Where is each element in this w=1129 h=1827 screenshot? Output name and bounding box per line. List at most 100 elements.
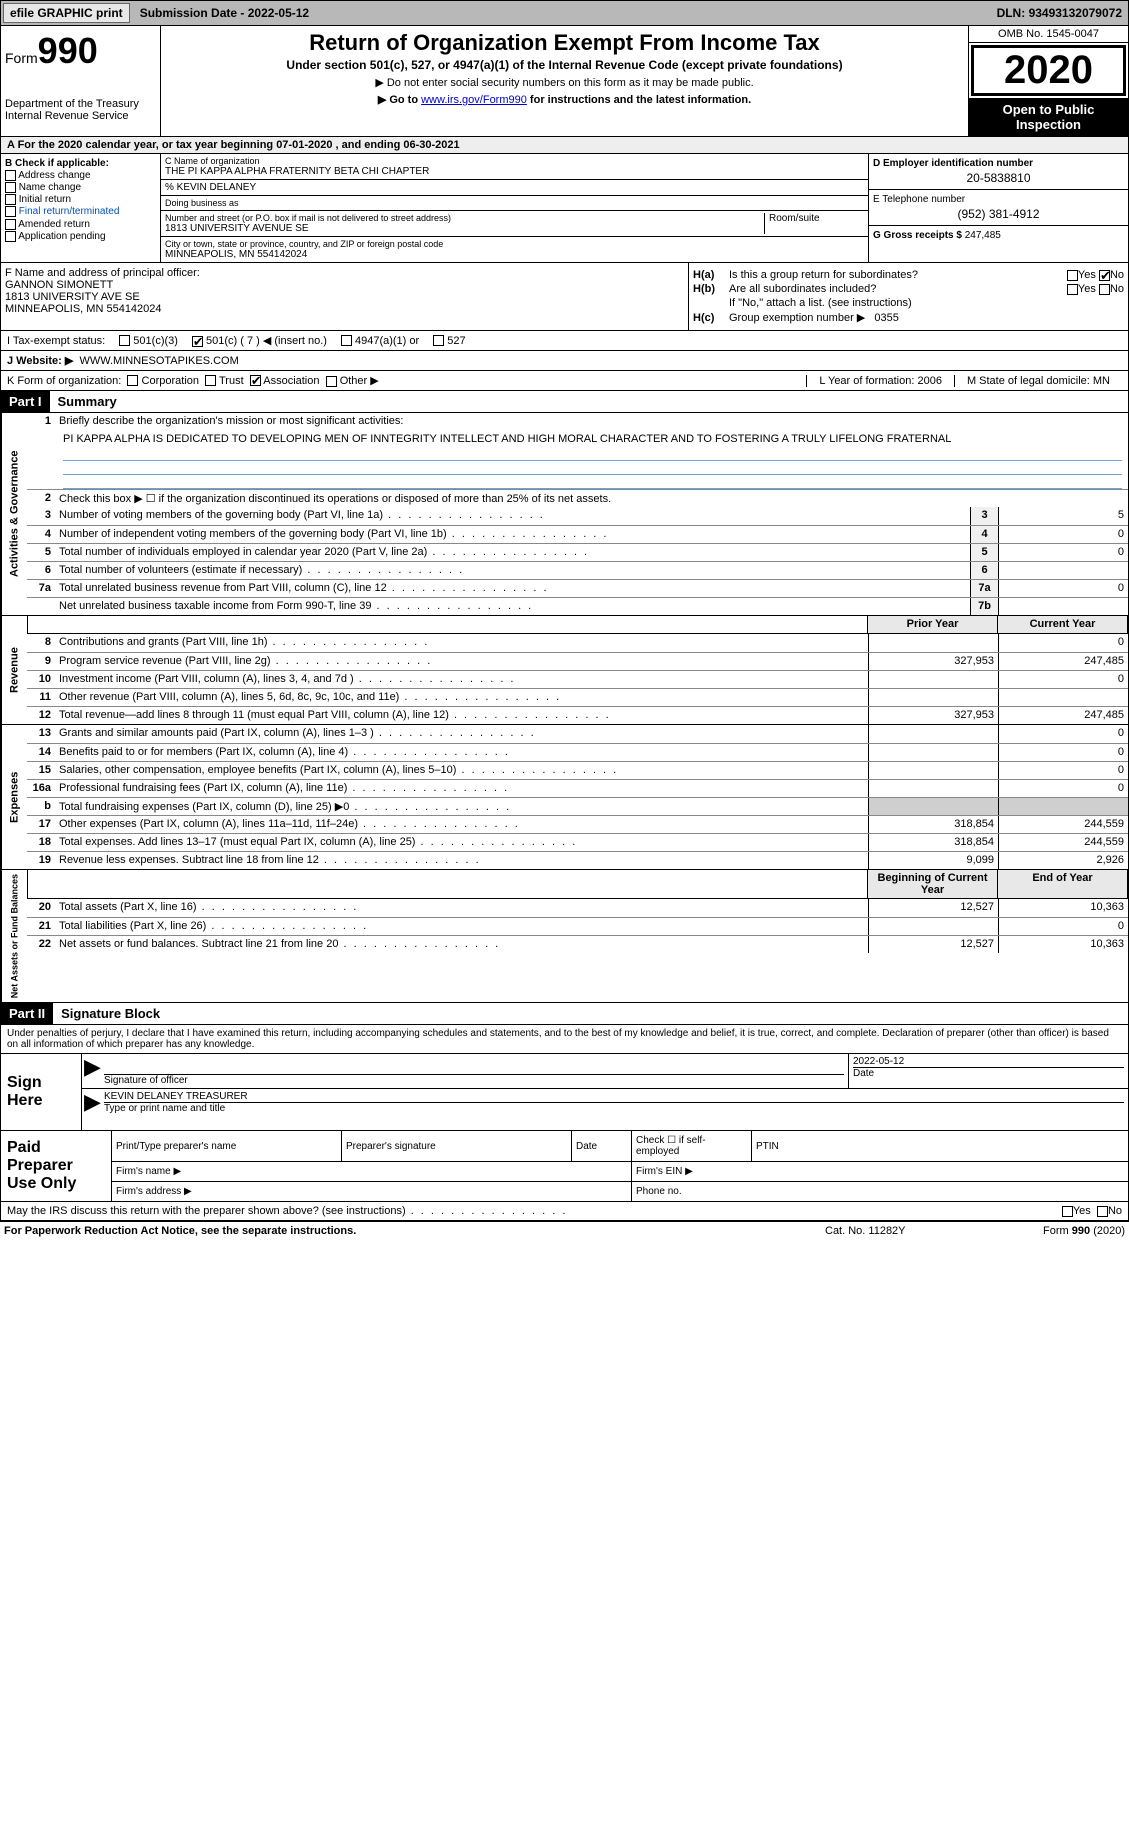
page-footer: For Paperwork Reduction Act Notice, see … [0,1221,1129,1240]
dln-value: 93493132079072 [1029,6,1122,20]
row-j: J Website: ▶ WWW.MINNESOTAPIKES.COM [0,351,1129,371]
summary-line: 20Total assets (Part X, line 16)12,52710… [27,899,1128,917]
paid-preparer-block: Paid Preparer Use Only Print/Type prepar… [0,1131,1129,1202]
preparer-name-label: Print/Type preparer's name [112,1131,342,1162]
chk-address-change[interactable]: Address change [5,170,156,181]
summary-line: 21Total liabilities (Part X, line 26)0 [27,917,1128,935]
mission-line [63,461,1122,475]
opt-corp[interactable]: Corporation [142,375,199,387]
summary-line: 10Investment income (Part VIII, column (… [27,670,1128,688]
chk-initial-return[interactable]: Initial return [5,194,156,205]
h-c-label: Group exemption number ▶ [729,312,865,324]
footer-left: For Paperwork Reduction Act Notice, see … [4,1225,825,1237]
part-i-title: Summary [50,394,117,409]
summary-line: 6Total number of volunteers (estimate if… [27,561,1128,579]
section-de: D Employer identification number 20-5838… [868,154,1128,262]
side-revenue: Revenue [1,616,27,724]
mission-line [63,447,1122,461]
website-value: WWW.MINNESOTAPIKES.COM [79,355,238,367]
footer-form: Form 990 (2020) [975,1225,1125,1237]
year-formation: L Year of formation: 2006 [806,375,954,387]
summary-line: 9Program service revenue (Part VIII, lin… [27,652,1128,670]
efile-print-button[interactable]: efile GRAPHIC print [3,3,130,23]
form-header: Form990 Department of the Treasury Inter… [0,26,1129,137]
part-i-header: Part I Summary [0,391,1129,413]
opt-4947[interactable]: 4947(a)(1) or [355,335,419,347]
officer-name: KEVIN DELANEY TREASURER [104,1091,1124,1102]
street-value: 1813 UNIVERSITY AVENUE SE [165,223,764,234]
top-toolbar: efile GRAPHIC print Submission Date - 20… [0,0,1129,26]
form-number: Form990 [5,30,156,72]
preparer-date-label: Date [572,1131,632,1162]
period-line: A For the 2020 calendar year, or tax yea… [0,137,1129,154]
summary-line: Net unrelated business taxable income fr… [27,597,1128,615]
mission-text: PI KAPPA ALPHA IS DEDICATED TO DEVELOPIN… [27,431,1128,447]
opt-assoc[interactable]: Association [263,375,319,387]
care-of: % KEVIN DELANEY [161,180,868,196]
signature-date: 2022-05-12 [853,1056,1124,1067]
opt-527[interactable]: 527 [447,335,465,347]
submission-date-label: Submission Date - [140,6,248,20]
part-ii-title: Signature Block [53,1006,160,1021]
opt-other[interactable]: Other ▶ [340,375,379,387]
row-k: K Form of organization: Corporation Trus… [0,371,1129,391]
discuss-row: May the IRS discuss this return with the… [0,1202,1129,1221]
arrow-icon: ▶ [82,1089,100,1116]
section-b: B Check if applicable: Address change Na… [1,154,161,262]
firm-name-label: Firm's name ▶ [112,1162,632,1182]
tax-exempt-label: I Tax-exempt status: [7,335,105,347]
firm-addr-label: Firm's address ▶ [112,1182,632,1202]
summary-line: 5Total number of individuals employed in… [27,543,1128,561]
sign-here-block: Sign Here ▶ Signature of officer 2022-05… [0,1054,1129,1131]
org-name: THE PI KAPPA ALPHA FRATERNITY BETA CHI C… [165,166,864,177]
summary-line: 7aTotal unrelated business revenue from … [27,579,1128,597]
form-subtitle: Under section 501(c), 527, or 4947(a)(1)… [169,58,960,72]
col-current: Current Year [997,616,1127,633]
section-f: F Name and address of principal officer:… [1,263,688,330]
chk-final-return[interactable]: Final return/terminated [5,206,156,217]
chk-amended-return[interactable]: Amended return [5,219,156,230]
state-domicile: M State of legal domicile: MN [954,375,1122,387]
header-left: Form990 Department of the Treasury Inter… [1,26,161,136]
row-i: I Tax-exempt status: 501(c)(3) 501(c) ( … [0,331,1129,351]
part-ii-header: Part II Signature Block [0,1003,1129,1025]
section-b-title: B Check if applicable: [5,158,109,169]
h-a-text: Is this a group return for subordinates? [729,269,1067,281]
org-name-label: C Name of organization [165,156,864,166]
chk-name-change[interactable]: Name change [5,182,156,193]
opt-501c3[interactable]: 501(c)(3) [133,335,178,347]
opt-501c[interactable]: 501(c) ( 7 ) ◀ (insert no.) [206,335,327,347]
summary-line: 19Revenue less expenses. Subtract line 1… [27,851,1128,869]
phone-label: E Telephone number [873,194,1124,205]
preparer-sig-label: Preparer's signature [342,1131,572,1162]
irs-link[interactable]: www.irs.gov/Form990 [421,94,527,106]
col-eoy: End of Year [997,870,1127,898]
room-suite-label: Room/suite [764,213,864,234]
dln-label: DLN: [997,6,1029,20]
note2-pre: ▶ Go to [378,94,421,106]
info-grid: B Check if applicable: Address change Na… [0,154,1129,263]
chk-application-pending[interactable]: Application pending [5,231,156,242]
city-label: City or town, state or province, country… [165,239,864,249]
h-c-value: 0355 [874,312,898,324]
opt-trust[interactable]: Trust [219,375,244,387]
principal-officer-label: F Name and address of principal officer: [5,267,684,279]
submission-date: Submission Date - 2022-05-12 [132,4,317,22]
summary-line: bTotal fundraising expenses (Part IX, co… [27,797,1128,815]
summary-line: 3Number of voting members of the governi… [27,507,1128,525]
side-governance: Activities & Governance [1,413,27,615]
col-boy: Beginning of Current Year [867,870,997,898]
summary-line: 13Grants and similar amounts paid (Part … [27,725,1128,743]
firm-ein-label: Firm's EIN ▶ [632,1162,1129,1182]
sign-here-label: Sign Here [1,1054,81,1130]
summary-governance: Activities & Governance 1Briefly describ… [0,413,1129,616]
self-employed-check[interactable]: Check ☐ if self-employed [632,1131,752,1162]
summary-revenue: Revenue bPrior YearCurrent Year 8Contrib… [0,616,1129,725]
discuss-yesno[interactable]: Yes No [1062,1205,1122,1217]
summary-line: 18Total expenses. Add lines 13–17 (must … [27,833,1128,851]
principal-officer-addr2: MINNEAPOLIS, MN 554142024 [5,303,684,315]
form-number-value: 990 [38,30,98,71]
tax-year: 2020 [971,45,1126,96]
col-prior: Prior Year [867,616,997,633]
footer-cat: Cat. No. 11282Y [825,1225,975,1237]
